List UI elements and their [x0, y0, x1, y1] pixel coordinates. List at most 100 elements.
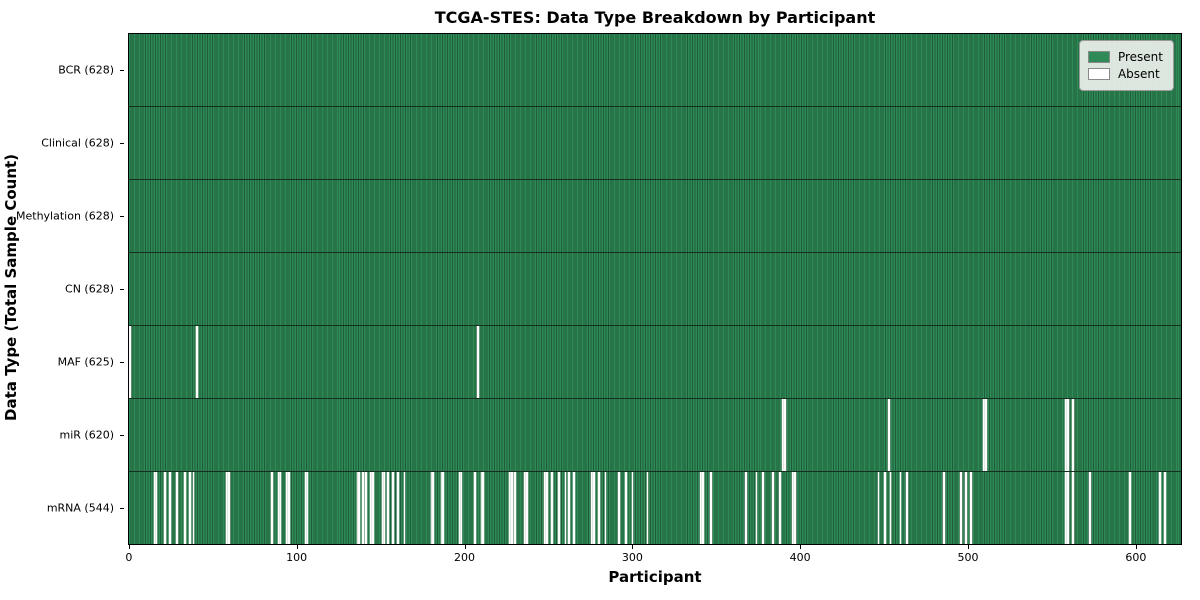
absent-bar — [279, 472, 282, 544]
legend-entry-absent: Absent — [1087, 67, 1163, 81]
heatmap-row-mrna — [129, 472, 1181, 544]
legend-label: Absent — [1117, 67, 1160, 81]
absent-bar — [480, 472, 483, 544]
absent-bar — [271, 472, 274, 544]
ytick-mark — [120, 435, 124, 437]
absent-bar — [460, 472, 463, 544]
absent-bar — [288, 472, 290, 544]
absent-bar — [403, 472, 406, 544]
absent-bar — [304, 472, 307, 544]
absent-bar — [386, 472, 389, 544]
ytick-mark — [120, 508, 124, 510]
ytick-label-clinical: Clinical (628) — [41, 136, 114, 150]
heatmap-row-maf — [129, 326, 1181, 399]
absent-bar — [557, 472, 560, 544]
absent-bar — [459, 472, 461, 544]
absent-bar — [189, 472, 191, 544]
xtick-mark — [968, 545, 969, 549]
x-axis-label: Participant — [608, 568, 702, 586]
absent-bar — [959, 472, 962, 544]
absent-bar — [430, 472, 433, 544]
ytick-mark — [120, 289, 124, 290]
absent-bar — [646, 472, 649, 544]
absent-bar — [899, 472, 902, 544]
absent-bar — [371, 472, 374, 544]
ytick-mark — [120, 215, 124, 217]
legend-label: Present — [1117, 50, 1163, 64]
x-axis: 0 100 200 300 400 500 600 — [125, 545, 1182, 569]
xtick-label: 600 — [1125, 551, 1147, 564]
xtick-mark — [296, 545, 298, 549]
absent-bar — [169, 472, 171, 544]
plot-area: Present Absent — [128, 33, 1182, 545]
absent-bar — [184, 472, 186, 544]
ytick-mark — [120, 69, 124, 71]
absent-bar — [365, 472, 367, 544]
absent-bar — [381, 472, 384, 544]
absent-bar — [564, 472, 567, 544]
absent-bar — [782, 399, 784, 471]
absent-bar — [598, 472, 600, 544]
absent-bar — [227, 472, 230, 544]
heatmap-row-bcr — [129, 34, 1181, 107]
absent-bar — [1159, 472, 1161, 544]
absent-bar — [700, 472, 702, 544]
xtick-mark — [800, 545, 802, 549]
absent-bar — [155, 472, 158, 544]
legend-swatch-present — [1087, 51, 1110, 63]
absent-bar — [794, 472, 796, 544]
xtick-mark — [632, 545, 634, 549]
absent-bar — [1164, 472, 1166, 544]
absent-bar — [286, 472, 289, 544]
xtick-label: 300 — [621, 551, 643, 564]
ytick-label-cn: CN (628) — [65, 282, 114, 296]
absent-bar — [593, 472, 595, 544]
absent-bar — [509, 472, 511, 544]
absent-bar — [278, 472, 280, 544]
heatmap-row-mir — [129, 399, 1181, 472]
absent-bar — [1067, 472, 1069, 544]
ytick-label-methylation: Methylation (628) — [16, 209, 114, 223]
heatmap-row-cn — [129, 253, 1181, 326]
absent-bar — [477, 326, 480, 398]
absent-bar — [226, 472, 228, 544]
ytick-label-bcr: BCR (628) — [58, 63, 114, 77]
absent-bar — [710, 472, 712, 544]
xtick-label: 0 — [125, 551, 133, 564]
xtick-label: 200 — [454, 551, 475, 564]
absent-bar — [783, 399, 786, 471]
absent-bar — [196, 326, 198, 398]
xtick-label: 400 — [789, 551, 811, 564]
ytick-label-mrna: mRNA (544) — [46, 501, 114, 515]
absent-bar — [1088, 472, 1091, 544]
absent-bar — [383, 472, 386, 544]
ytick-mark — [120, 142, 124, 144]
absent-bar — [440, 472, 443, 544]
absent-bar — [969, 472, 972, 544]
xtick-label: 500 — [957, 551, 979, 564]
absent-bar — [943, 472, 945, 544]
absent-bar — [358, 472, 361, 544]
absent-bar — [572, 472, 575, 544]
absent-bar — [983, 399, 985, 471]
absent-bar — [906, 472, 908, 544]
absent-bar — [306, 472, 309, 544]
absent-bar — [442, 472, 444, 544]
absent-bar — [361, 472, 364, 544]
absent-bar — [877, 472, 880, 544]
absent-bar — [618, 472, 620, 544]
absent-bar — [1065, 472, 1068, 544]
ytick-mark — [120, 362, 124, 364]
absent-bar — [474, 472, 476, 544]
absent-bar — [432, 472, 434, 544]
absent-bar — [510, 472, 513, 544]
absent-bar — [1072, 399, 1074, 471]
absent-bar — [889, 472, 892, 544]
absent-bar — [591, 472, 594, 544]
absent-bar — [755, 472, 758, 544]
absent-bar — [1065, 399, 1068, 471]
xtick-mark — [464, 545, 466, 549]
absent-bar — [792, 472, 795, 544]
absent-bar — [985, 399, 987, 471]
absent-bar — [164, 472, 166, 544]
